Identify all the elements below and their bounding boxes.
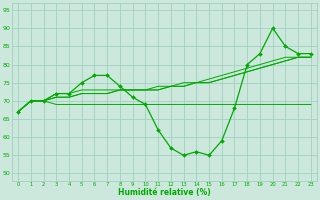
X-axis label: Humidité relative (%): Humidité relative (%) xyxy=(118,188,211,197)
